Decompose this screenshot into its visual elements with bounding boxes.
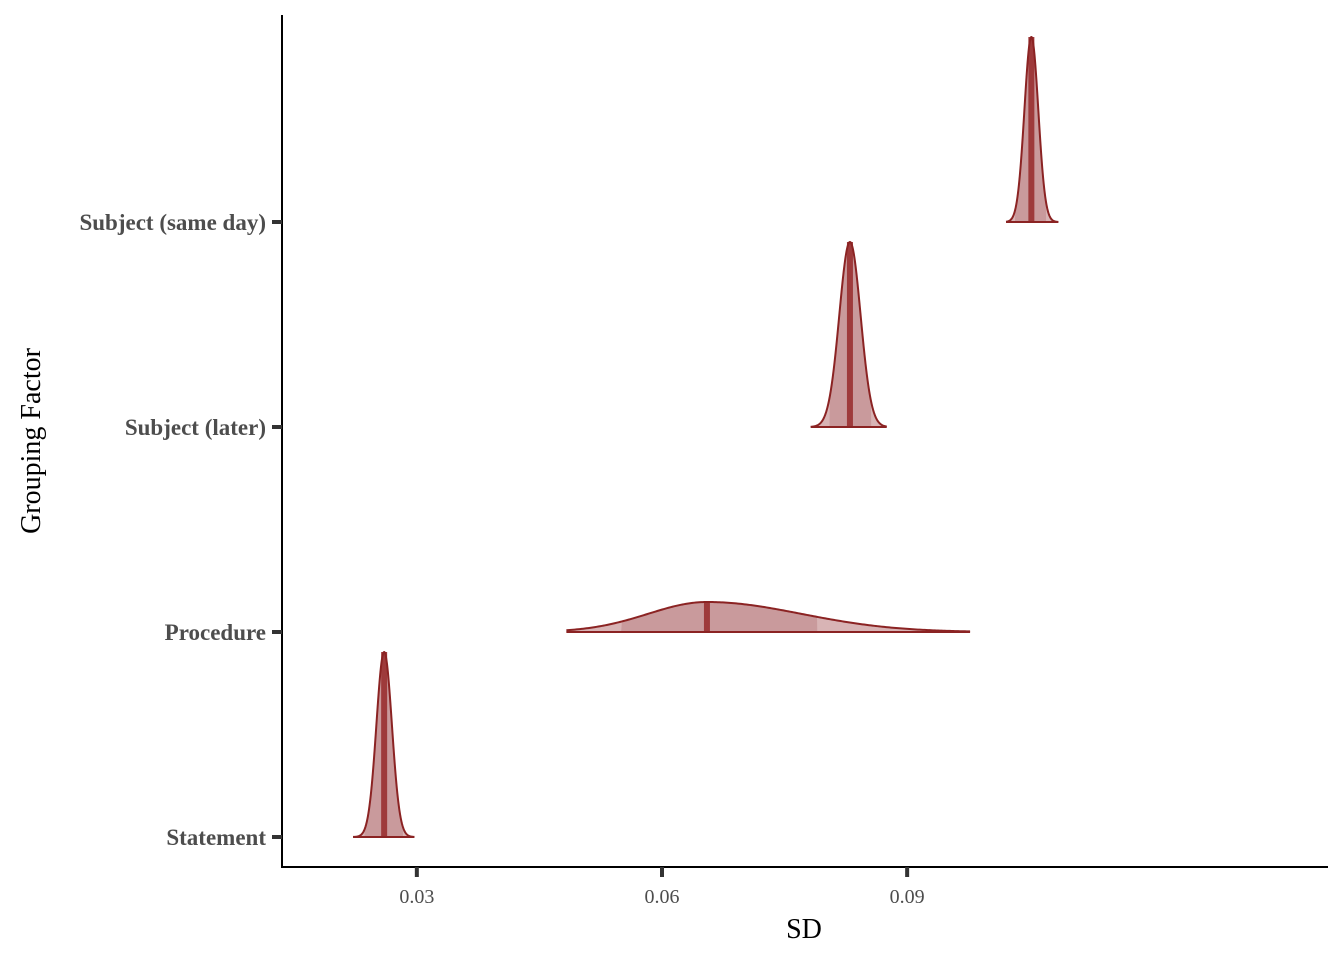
x-tick-label-0: 0.03 bbox=[399, 886, 434, 908]
x-tick-label-2: 0.09 bbox=[890, 886, 925, 908]
density-group-subject-same-day bbox=[1005, 35, 1059, 223]
y-tick-label-subject-later: Subject (later) bbox=[125, 415, 266, 440]
x-axis-title: SD bbox=[786, 914, 822, 945]
density-outline-procedure bbox=[566, 601, 971, 633]
x-tick-label-1: 0.06 bbox=[644, 886, 679, 908]
density-group-subject-later bbox=[810, 240, 887, 428]
y-tick-label-statement: Statement bbox=[166, 825, 266, 850]
y-axis-ticks: Statement Procedure Subject (later) Subject… bbox=[79, 210, 282, 850]
density-outline-statement bbox=[353, 650, 415, 838]
x-axis-ticks: 0.03 0.06 0.09 bbox=[399, 867, 925, 908]
plot-area bbox=[353, 35, 1059, 838]
density-outline-subject-later bbox=[810, 240, 887, 428]
y-axis-title: Grouping Factor bbox=[16, 347, 47, 534]
interval-fill-procedure bbox=[621, 602, 818, 632]
y-tick-label-subject-same-day: Subject (same day) bbox=[79, 210, 266, 235]
density-group-procedure bbox=[566, 601, 971, 633]
y-tick-label-procedure: Procedure bbox=[165, 620, 266, 645]
density-outline-subject-same-day bbox=[1005, 35, 1059, 223]
density-group-statement bbox=[353, 650, 415, 838]
